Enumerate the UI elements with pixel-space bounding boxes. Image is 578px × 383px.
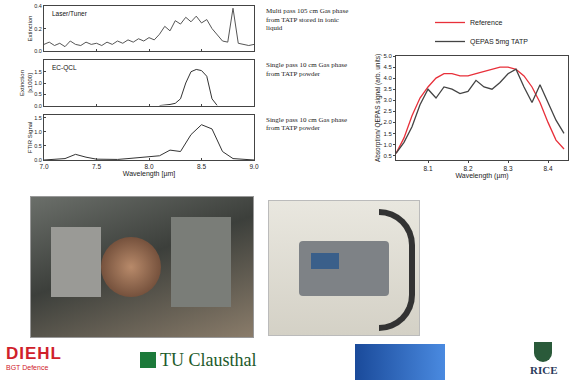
html-text:RICE: RICE — [530, 364, 558, 376]
svg-text:1.5: 1.5 — [383, 131, 392, 137]
svg-text:7.0: 7.0 — [39, 163, 48, 170]
svg-text:2.5: 2.5 — [383, 108, 392, 114]
svg-text:8.5: 8.5 — [197, 163, 206, 170]
svg-text:0.2: 0.2 — [34, 26, 42, 32]
svg-text:1.5: 1.5 — [34, 69, 42, 75]
svg-text:0.5: 0.5 — [383, 153, 392, 159]
svg-text:1.5: 1.5 — [34, 115, 42, 121]
svg-text:8.4: 8.4 — [543, 165, 552, 172]
svg-text:0.5: 0.5 — [34, 91, 42, 97]
svg-text:2.0: 2.0 — [383, 119, 392, 125]
svg-text:0.5: 0.5 — [34, 143, 42, 149]
svg-text:1.0: 1.0 — [383, 142, 392, 148]
html-text:TU Clausthal: TU Clausthal — [160, 350, 257, 370]
html-text:Multi pass 105 cm Gas phase fr: Multi pass 105 cm Gas phase from TATP st… — [266, 7, 349, 32]
svg-text:0.4: 0.4 — [34, 3, 42, 9]
svg-text:8.0: 8.0 — [144, 163, 153, 170]
svg-text:4.5: 4.5 — [383, 64, 392, 70]
svg-text:Wavelength [µm]: Wavelength [µm] — [123, 170, 175, 178]
svg-text:1.0: 1.0 — [34, 129, 42, 135]
svg-text:8.1: 8.1 — [423, 165, 432, 172]
html-text:BGT Defence: BGT Defence — [6, 364, 49, 371]
svg-text:Absorption/ QEPAS signal (arb.: Absorption/ QEPAS signal (arb. units) — [374, 54, 382, 162]
svg-text:Reference: Reference — [470, 19, 502, 26]
svg-text:Laser/Tuner: Laser/Tuner — [52, 10, 88, 17]
svg-text:Wavelength (µm): Wavelength (µm) — [455, 172, 508, 180]
svg-text:FTIR Signal: FTIR Signal — [27, 122, 33, 154]
svg-text:3.5: 3.5 — [383, 86, 392, 92]
svg-text:QEPAS 5mg TATP: QEPAS 5mg TATP — [470, 38, 528, 46]
svg-text:1.0: 1.0 — [34, 80, 42, 86]
svg-text:0.0: 0.0 — [34, 103, 42, 109]
html-text:Single pass 10 cm Gas phase fr: Single pass 10 cm Gas phase from TATP po… — [266, 115, 348, 133]
svg-text:0.0: 0.0 — [34, 48, 42, 54]
svg-text:4.0: 4.0 — [383, 75, 392, 81]
svg-text:8.3: 8.3 — [503, 165, 512, 172]
svg-text:EC-QCL: EC-QCL — [52, 64, 77, 72]
svg-text:8.2: 8.2 — [463, 165, 472, 172]
svg-text:0.0: 0.0 — [34, 157, 42, 163]
svg-text:7.5: 7.5 — [92, 163, 101, 170]
svg-text:3.0: 3.0 — [383, 97, 392, 103]
svg-text:9.0: 9.0 — [249, 163, 258, 170]
svg-text:Extinction: Extinction — [27, 16, 33, 42]
svg-text:5.0: 5.0 — [383, 53, 392, 59]
html-text:DIEHL: DIEHL — [6, 344, 62, 363]
html-text:Single pass 10 cm Gas phase fr: Single pass 10 cm Gas phase from TATP po… — [266, 61, 348, 78]
svg-text:Extinction[x1000]: Extinction[x1000] — [19, 70, 33, 96]
